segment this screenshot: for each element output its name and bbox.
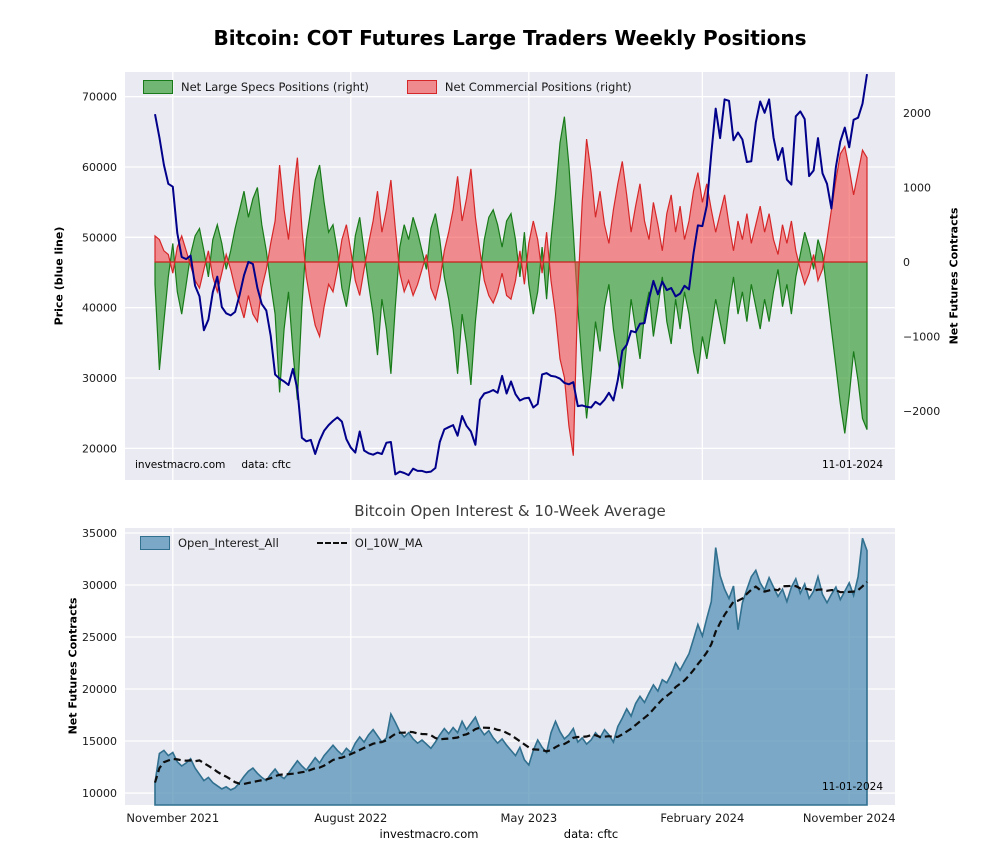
legend-entry-net-large-specs: Net Large Specs Positions (right)	[143, 80, 369, 94]
blue-area-swatch	[140, 536, 170, 550]
tick-label: 35000	[82, 527, 117, 540]
top-chart-title: Bitcoin: COT Futures Large Traders Weekl…	[213, 26, 807, 50]
tick-label: 20000	[82, 442, 117, 455]
green-area-swatch	[143, 80, 173, 94]
tick-label: 40000	[82, 302, 117, 315]
tick-label: 0	[903, 256, 910, 269]
tick-label: 50000	[82, 231, 117, 244]
net-commercials-area	[154, 139, 868, 456]
top-right-axis-label: Net Futures Contracts	[947, 207, 961, 345]
legend-entry-open-interest: Open_Interest_All	[140, 536, 279, 550]
tick-label: −2000	[903, 405, 940, 418]
legend-entry-oi-ma: OI_10W_MA	[316, 536, 423, 550]
tick-label: 30000	[82, 579, 117, 592]
top-left-axis-label: Price (blue line)	[52, 226, 66, 326]
legend-entry-net-commercials: Net Commercial Positions (right)	[406, 80, 632, 94]
bottom-chart-legend: Open_Interest_All OI_10W_MA	[140, 536, 423, 550]
bottom-chart-title: Bitcoin Open Interest & 10-Week Average	[354, 502, 666, 520]
tick-label: February 2024	[660, 811, 744, 825]
tick-label: November 2024	[803, 811, 896, 825]
legend-label-net-large-specs: Net Large Specs Positions (right)	[181, 80, 369, 94]
dashed-line-swatch	[316, 542, 347, 544]
tick-label: 30000	[82, 372, 117, 385]
open-interest-area	[154, 537, 868, 806]
oi-10-week-ma-line	[153, 581, 868, 786]
top-chart-source-note: investmacro.com data: cftc	[135, 459, 291, 471]
tick-label: 15000	[82, 735, 117, 748]
red-area-swatch	[406, 80, 437, 94]
tick-label: November 2021	[126, 811, 219, 825]
tick-label: 10000	[82, 787, 117, 800]
tick-label: 2000	[903, 107, 931, 120]
tick-label: 60000	[82, 161, 117, 174]
legend-label-net-commercials: Net Commercial Positions (right)	[444, 80, 632, 94]
bottom-data-source-text: data: cftc	[563, 827, 619, 841]
legend-label-oi-ma: OI_10W_MA	[354, 536, 423, 550]
net-large-specs-area	[154, 116, 868, 434]
tick-label: May 2023	[500, 811, 557, 825]
tick-label: 20000	[82, 683, 117, 696]
price-line	[154, 73, 868, 477]
legend-label-open-interest: Open_Interest_All	[178, 536, 279, 550]
bottom-chart-date-label: 11-01-2024	[822, 781, 884, 793]
data-source-text: data: cftc	[241, 459, 292, 471]
source-text: investmacro.com	[135, 459, 226, 471]
top-chart-date-label: 11-01-2024	[822, 459, 884, 471]
bottom-source-text: investmacro.com	[379, 827, 479, 841]
tick-label: 25000	[82, 631, 117, 644]
tick-label: 70000	[82, 91, 117, 104]
top-chart-legend: Net Large Specs Positions (right) Net Co…	[143, 80, 632, 94]
tick-label: 1000	[903, 181, 931, 194]
tick-label: August 2022	[314, 811, 387, 825]
bottom-left-axis-label: Net Futures Contracts	[66, 597, 80, 735]
tick-label: −1000	[903, 330, 940, 343]
